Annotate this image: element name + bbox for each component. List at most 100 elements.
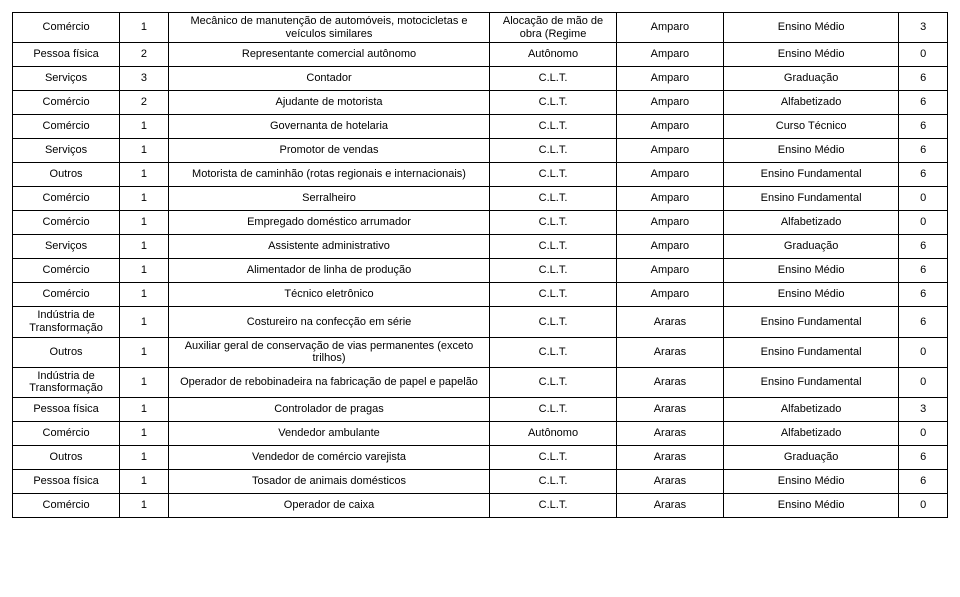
table-cell: Comércio (13, 494, 120, 518)
table-cell: 6 (899, 139, 948, 163)
table-cell: Contador (168, 67, 489, 91)
table-cell: C.L.T. (490, 446, 617, 470)
table-cell: 1 (120, 422, 169, 446)
table-row: Comércio1Operador de caixaC.L.T.ArarasEn… (13, 494, 948, 518)
table-cell: 0 (899, 367, 948, 397)
table-cell: Araras (616, 307, 723, 337)
table-row: Comércio1SerralheiroC.L.T.AmparoEnsino F… (13, 187, 948, 211)
table-cell: 1 (120, 259, 169, 283)
table-cell: 0 (899, 187, 948, 211)
table-cell: Técnico eletrônico (168, 283, 489, 307)
table-cell: Ajudante de motorista (168, 91, 489, 115)
table-cell: Autônomo (490, 422, 617, 446)
table-cell: Araras (616, 494, 723, 518)
table-cell: Alfabetizado (723, 422, 898, 446)
table-cell: Amparo (616, 187, 723, 211)
table-cell: 1 (120, 13, 169, 43)
table-cell: 6 (899, 446, 948, 470)
table-cell: Comércio (13, 422, 120, 446)
table-row: Serviços3ContadorC.L.T.AmparoGraduação6 (13, 67, 948, 91)
table-cell: Vendedor de comércio varejista (168, 446, 489, 470)
table-cell: Ensino Médio (723, 494, 898, 518)
table-cell: 1 (120, 115, 169, 139)
jobs-table: Comércio1Mecânico de manutenção de autom… (12, 12, 948, 518)
table-cell: 6 (899, 235, 948, 259)
table-cell: Comércio (13, 211, 120, 235)
table-cell: Amparo (616, 235, 723, 259)
table-cell: Controlador de pragas (168, 398, 489, 422)
table-cell: Serviços (13, 67, 120, 91)
table-cell: C.L.T. (490, 67, 617, 91)
table-cell: C.L.T. (490, 139, 617, 163)
table-cell: Outros (13, 446, 120, 470)
table-cell: Serviços (13, 235, 120, 259)
table-cell: Ensino Fundamental (723, 187, 898, 211)
table-cell: 1 (120, 337, 169, 367)
table-cell: C.L.T. (490, 283, 617, 307)
table-cell: Ensino Fundamental (723, 307, 898, 337)
table-cell: Operador de caixa (168, 494, 489, 518)
table-cell: Auxiliar geral de conservação de vias pe… (168, 337, 489, 367)
table-row: Pessoa física1Tosador de animais domésti… (13, 470, 948, 494)
table-cell: 1 (120, 367, 169, 397)
table-cell: 6 (899, 115, 948, 139)
table-cell: 1 (120, 398, 169, 422)
table-cell: 0 (899, 337, 948, 367)
table-cell: Serralheiro (168, 187, 489, 211)
table-row: Pessoa física2Representante comercial au… (13, 43, 948, 67)
table-cell: Araras (616, 422, 723, 446)
table-row: Comércio1Técnico eletrônicoC.L.T.AmparoE… (13, 283, 948, 307)
table-cell: Araras (616, 398, 723, 422)
table-cell: Pessoa física (13, 470, 120, 494)
table-cell: C.L.T. (490, 494, 617, 518)
table-cell: Comércio (13, 115, 120, 139)
table-cell: C.L.T. (490, 307, 617, 337)
table-cell: Promotor de vendas (168, 139, 489, 163)
table-cell: Alfabetizado (723, 398, 898, 422)
table-cell: Costureiro na confecção em série (168, 307, 489, 337)
table-row: Outros1Auxiliar geral de conservação de … (13, 337, 948, 367)
table-cell: 6 (899, 259, 948, 283)
table-cell: 3 (120, 67, 169, 91)
table-cell: 1 (120, 163, 169, 187)
table-cell: 6 (899, 163, 948, 187)
table-cell: Empregado doméstico arrumador (168, 211, 489, 235)
table-cell: C.L.T. (490, 211, 617, 235)
table-cell: Pessoa física (13, 43, 120, 67)
table-cell: Ensino Fundamental (723, 337, 898, 367)
table-cell: Comércio (13, 283, 120, 307)
table-cell: Amparo (616, 43, 723, 67)
table-cell: Amparo (616, 283, 723, 307)
table-cell: Amparo (616, 259, 723, 283)
table-cell: Ensino Médio (723, 470, 898, 494)
table-cell: Comércio (13, 259, 120, 283)
table-cell: 6 (899, 307, 948, 337)
table-cell: Alfabetizado (723, 91, 898, 115)
table-cell: C.L.T. (490, 259, 617, 283)
table-cell: Araras (616, 337, 723, 367)
table-cell: Serviços (13, 139, 120, 163)
table-cell: 1 (120, 446, 169, 470)
table-cell: 2 (120, 91, 169, 115)
table-cell: C.L.T. (490, 187, 617, 211)
table-cell: 1 (120, 235, 169, 259)
table-cell: C.L.T. (490, 398, 617, 422)
table-cell: C.L.T. (490, 367, 617, 397)
table-cell: 1 (120, 307, 169, 337)
table-row: Comércio1Empregado doméstico arrumadorC.… (13, 211, 948, 235)
table-cell: Indústria de Transformação (13, 307, 120, 337)
table-row: Comércio1Mecânico de manutenção de autom… (13, 13, 948, 43)
table-cell: Ensino Médio (723, 139, 898, 163)
table-row: Pessoa física1Controlador de pragasC.L.T… (13, 398, 948, 422)
table-cell: C.L.T. (490, 235, 617, 259)
table-cell: Alocação de mão de obra (Regime (490, 13, 617, 43)
table-cell: 1 (120, 211, 169, 235)
table-cell: Governanta de hotelaria (168, 115, 489, 139)
table-cell: Representante comercial autônomo (168, 43, 489, 67)
table-cell: Operador de rebobinadeira na fabricação … (168, 367, 489, 397)
table-cell: 6 (899, 283, 948, 307)
table-row: Comércio2Ajudante de motoristaC.L.T.Ampa… (13, 91, 948, 115)
table-cell: Curso Técnico (723, 115, 898, 139)
table-row: Serviços1Promotor de vendasC.L.T.AmparoE… (13, 139, 948, 163)
table-row: Outros1Motorista de caminhão (rotas regi… (13, 163, 948, 187)
